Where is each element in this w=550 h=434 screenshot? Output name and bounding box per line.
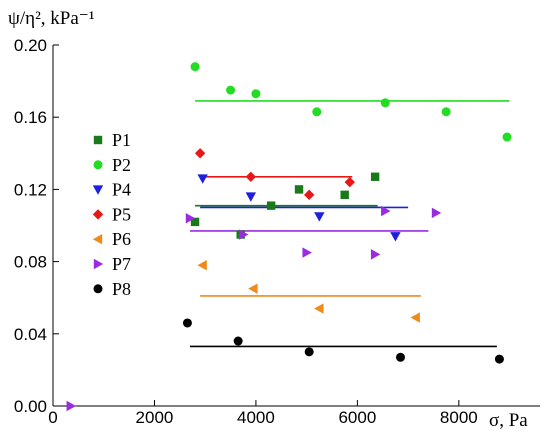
legend-label-p4: P4 [112,180,131,200]
data-point-p8 [395,352,405,362]
data-point-p8 [494,354,504,364]
legend: P1 P2 P4 P5 P6 P7 P8 [92,130,131,299]
fit-lines [189,100,510,348]
data-point-p8 [304,347,314,357]
data-point-p8 [182,318,192,328]
data-point-p7 [66,400,76,412]
y-tick-label: 0.16 [14,108,47,127]
data-point-p8 [233,336,243,346]
legend-marker-p8 [93,284,103,294]
legend-marker-p6 [92,234,103,245]
data-point-p7 [381,205,391,217]
legend-marker-p2 [93,160,103,170]
data-point-p4 [245,192,257,202]
legend-marker-p5 [92,209,104,220]
data-points [66,62,512,412]
data-point-p7 [239,229,249,240]
y-tick-label: 0.20 [14,36,47,55]
data-point-p4 [314,212,325,222]
y-tick-label: 0.12 [14,180,47,199]
legend-label-p1: P1 [112,130,131,150]
y-tick-label: 0.04 [14,325,47,344]
data-point-p2 [226,85,236,95]
data-point-p5 [245,171,257,182]
y-axis-label: ψ/η², kPa⁻¹ [8,8,95,29]
data-point-p2 [251,89,261,99]
data-point-p7 [185,213,196,224]
data-point-p2 [502,132,512,142]
data-point-p6 [248,283,258,294]
legend-label-p2: P2 [112,155,131,175]
legend-label-p7: P7 [112,254,131,274]
data-point-p2 [441,107,451,117]
x-tick-label: 0 [48,408,57,427]
legend-label-p6: P6 [112,229,131,249]
data-point-p6 [197,260,207,271]
y-tick-label: 0.08 [14,253,47,272]
legend-marker-p4 [92,185,104,195]
data-point-p4 [390,232,401,242]
data-point-p1 [294,185,304,194]
legend-label-p5: P5 [112,204,131,224]
data-point-p7 [302,247,312,258]
legend-label-p8: P8 [112,279,131,299]
data-point-p4 [197,174,208,184]
x-tick-label: 8000 [440,408,478,427]
data-point-p7 [370,249,381,260]
data-point-p2 [380,98,390,108]
x-axis-label: σ, Pa [489,410,528,431]
x-tick-label: 4000 [237,408,275,427]
data-point-p2 [190,62,200,72]
data-point-p5 [303,189,315,201]
data-point-p2 [312,107,322,117]
data-point-p1 [340,190,349,200]
data-point-p6 [410,312,420,323]
x-tick-label: 2000 [136,408,174,427]
data-point-p7 [431,207,442,219]
y-tick-label: 0.00 [14,397,47,416]
axes: 0.00 0.04 0.08 0.12 0.16 0.20 0 2000 4000 6000 800… [14,36,540,427]
legend-marker-p1 [93,135,103,145]
data-point-p5 [194,148,206,159]
data-point-p1 [370,172,380,181]
data-point-p1 [190,217,200,227]
data-point-p6 [314,303,324,314]
data-point-p5 [344,176,355,188]
legend-marker-p7 [93,258,104,270]
x-tick-label: 6000 [338,408,376,427]
data-point-p1 [266,201,276,210]
